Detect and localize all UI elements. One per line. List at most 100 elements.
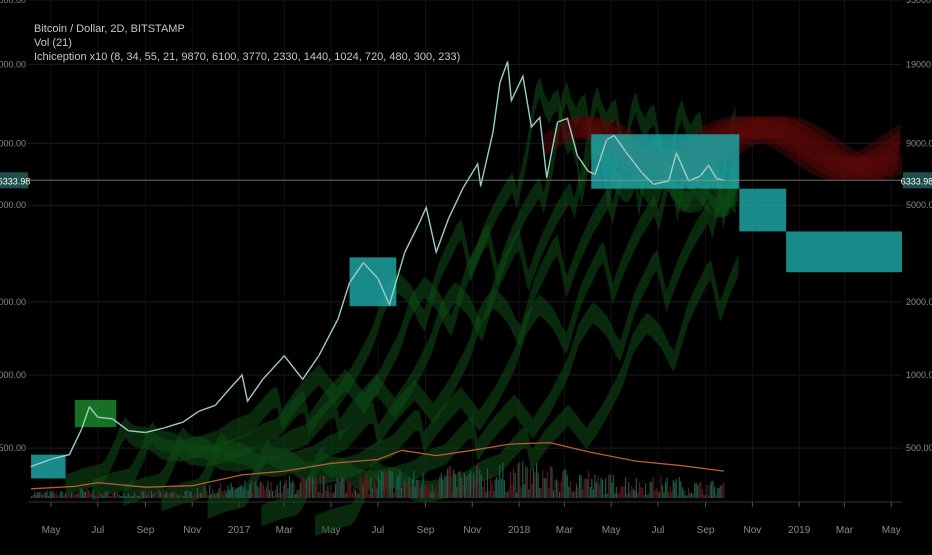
volume-bar [264,489,266,498]
volume-bar [531,483,533,498]
volume-bar [585,477,587,498]
x-tick-label: Mar [276,525,294,536]
volume-bar [179,494,182,498]
volume-bar [272,490,274,498]
ichimoku-indicator-label[interactable]: Ichiception x10 (8, 34, 55, 21, 9870, 61… [34,51,461,63]
volume-bar [396,477,398,498]
volume-bar [491,483,493,498]
volume-bar [31,496,33,498]
volume-bar [318,492,320,498]
volume-bar [508,489,510,498]
volume-bar [169,493,171,498]
volume-bar [488,490,490,498]
volume-bar [578,474,581,498]
y-tick-label-right: 5000.00 [906,200,932,210]
volume-bar [100,493,102,498]
volume-bar [552,490,555,498]
volume-bar [103,496,105,498]
volume-bar [371,488,373,498]
volume-bar [417,480,420,498]
price-point [111,418,114,420]
volume-bar [405,481,407,498]
price-point [652,183,655,186]
volume-bar [684,495,687,498]
volume-bar [410,486,412,498]
volume-bar [592,489,594,498]
volume-bar [67,490,70,498]
price-point [362,261,365,264]
volume-bar [34,492,36,498]
volume-bar [92,489,94,498]
volume-bar [229,490,231,498]
volume-bar [558,492,561,498]
volume-bar [310,478,312,498]
volume-bar [370,477,372,498]
volume-bar [509,472,512,498]
volume-bar [445,476,447,498]
price-point [641,172,643,174]
volume-bar [560,482,562,498]
volume-bar [51,492,53,498]
volume-bar [46,490,48,498]
volume-bar [540,487,542,498]
volume-bar [35,494,37,498]
volume-bar [224,490,226,498]
price-point [576,154,579,157]
volume-bar [302,476,304,498]
volume-bar [697,485,699,498]
volume-bar [416,480,418,498]
volume-bar [321,493,323,498]
volume-bar [695,482,697,498]
last-price-badge-left [0,172,28,189]
volume-bar [379,479,381,498]
volume-indicator-label[interactable]: Vol (21) [34,37,72,49]
price-point [522,75,524,77]
volume-bar [456,487,458,498]
price-point [30,465,32,468]
symbol-title[interactable]: Bitcoin / Dollar, 2D, BITSTAMP [34,23,185,35]
volume-bar [74,494,76,498]
volume-bar [175,491,177,498]
volume-bar [348,482,350,498]
volume-bar [187,490,189,498]
volume-bar [118,494,120,498]
volume-bar [443,474,446,498]
volume-bar [634,490,636,498]
volume-bar [694,483,696,498]
price-point [88,405,91,408]
volume-bar [72,493,74,498]
volume-bar [450,466,452,498]
volume-bar [212,489,214,498]
volume-bar [646,494,648,498]
last-price-label-left: 6333.98 [0,176,30,186]
volume-bar [629,491,631,498]
volume-bar [255,481,257,498]
y-tick-label-right: 1000.00 [906,370,932,380]
volume-bar [672,480,674,498]
volume-bar [138,496,140,498]
volume-bar [110,496,113,498]
volume-bar [611,482,613,498]
price-point [479,185,482,187]
x-tick-label: Jul [91,525,104,536]
volume-bar [631,485,633,498]
x-tick-label: May [602,525,621,536]
volume-bar [545,478,547,498]
y-tick-label-left: 500.00 [0,443,26,453]
volume-bar [402,482,404,498]
volume-bar [666,477,668,498]
volume-bar [710,481,713,498]
volume-bar [132,496,134,498]
ichimoku-cloud-projection [619,115,901,181]
volume-bar [686,495,688,498]
volume-bar [147,490,149,498]
volume-bar [462,485,464,498]
volume-bar [480,475,482,498]
x-tick-label: Nov [183,525,201,536]
volume-bar [183,496,185,498]
price-point [403,251,406,254]
price-line [30,61,725,468]
volume-bar [307,478,309,498]
